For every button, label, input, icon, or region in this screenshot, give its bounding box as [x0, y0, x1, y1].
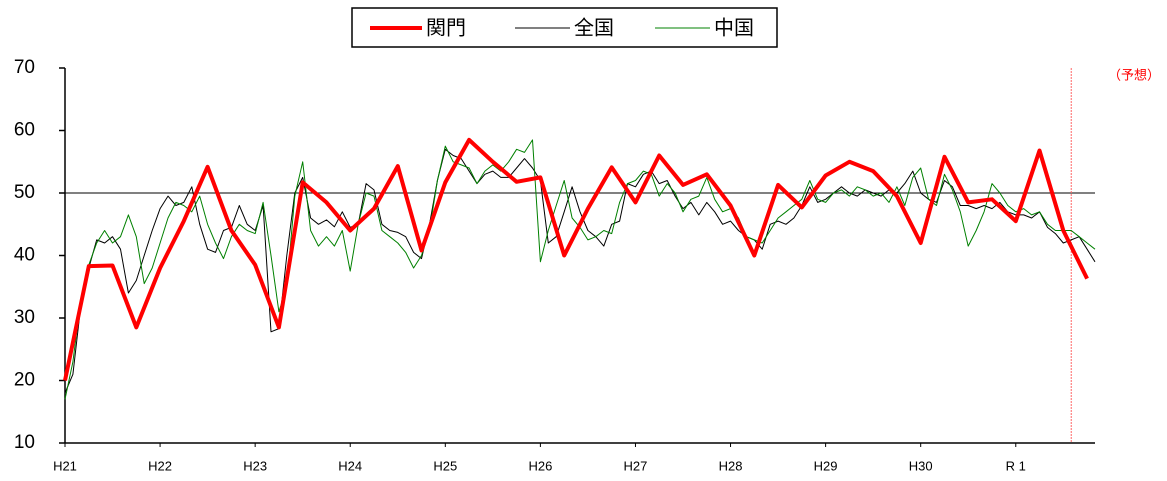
x-tick-label: H28 [719, 458, 743, 473]
x-tick-label: H27 [624, 458, 648, 473]
x-tick-label: H30 [909, 458, 933, 473]
forecast-label: （予想） [1108, 67, 1160, 82]
x-tick-label: H26 [528, 458, 552, 473]
series-line [63, 137, 1089, 381]
legend-label: 全国 [574, 16, 614, 39]
x-tick-label: H25 [433, 458, 457, 473]
legend-label: 関門 [426, 17, 466, 39]
x-tick-label: H21 [53, 458, 77, 473]
x-tick-label: H23 [243, 458, 267, 473]
y-tick-label: 50 [14, 182, 35, 203]
y-tick-label: 40 [14, 245, 35, 266]
x-tick-label: H24 [338, 458, 362, 473]
y-tick-label: 60 [14, 120, 35, 141]
y-tick-label: 70 [14, 57, 35, 78]
legend-label: 中国 [714, 16, 754, 39]
series-line [64, 148, 1096, 394]
x-tick-label: H29 [814, 458, 838, 473]
series-line [64, 139, 1096, 400]
y-tick-label: 10 [14, 432, 35, 453]
y-tick-label: 20 [14, 370, 35, 391]
x-tick-label: R 1 [1006, 458, 1026, 473]
y-tick-label: 30 [14, 307, 35, 328]
x-tick-label: H22 [148, 458, 172, 473]
